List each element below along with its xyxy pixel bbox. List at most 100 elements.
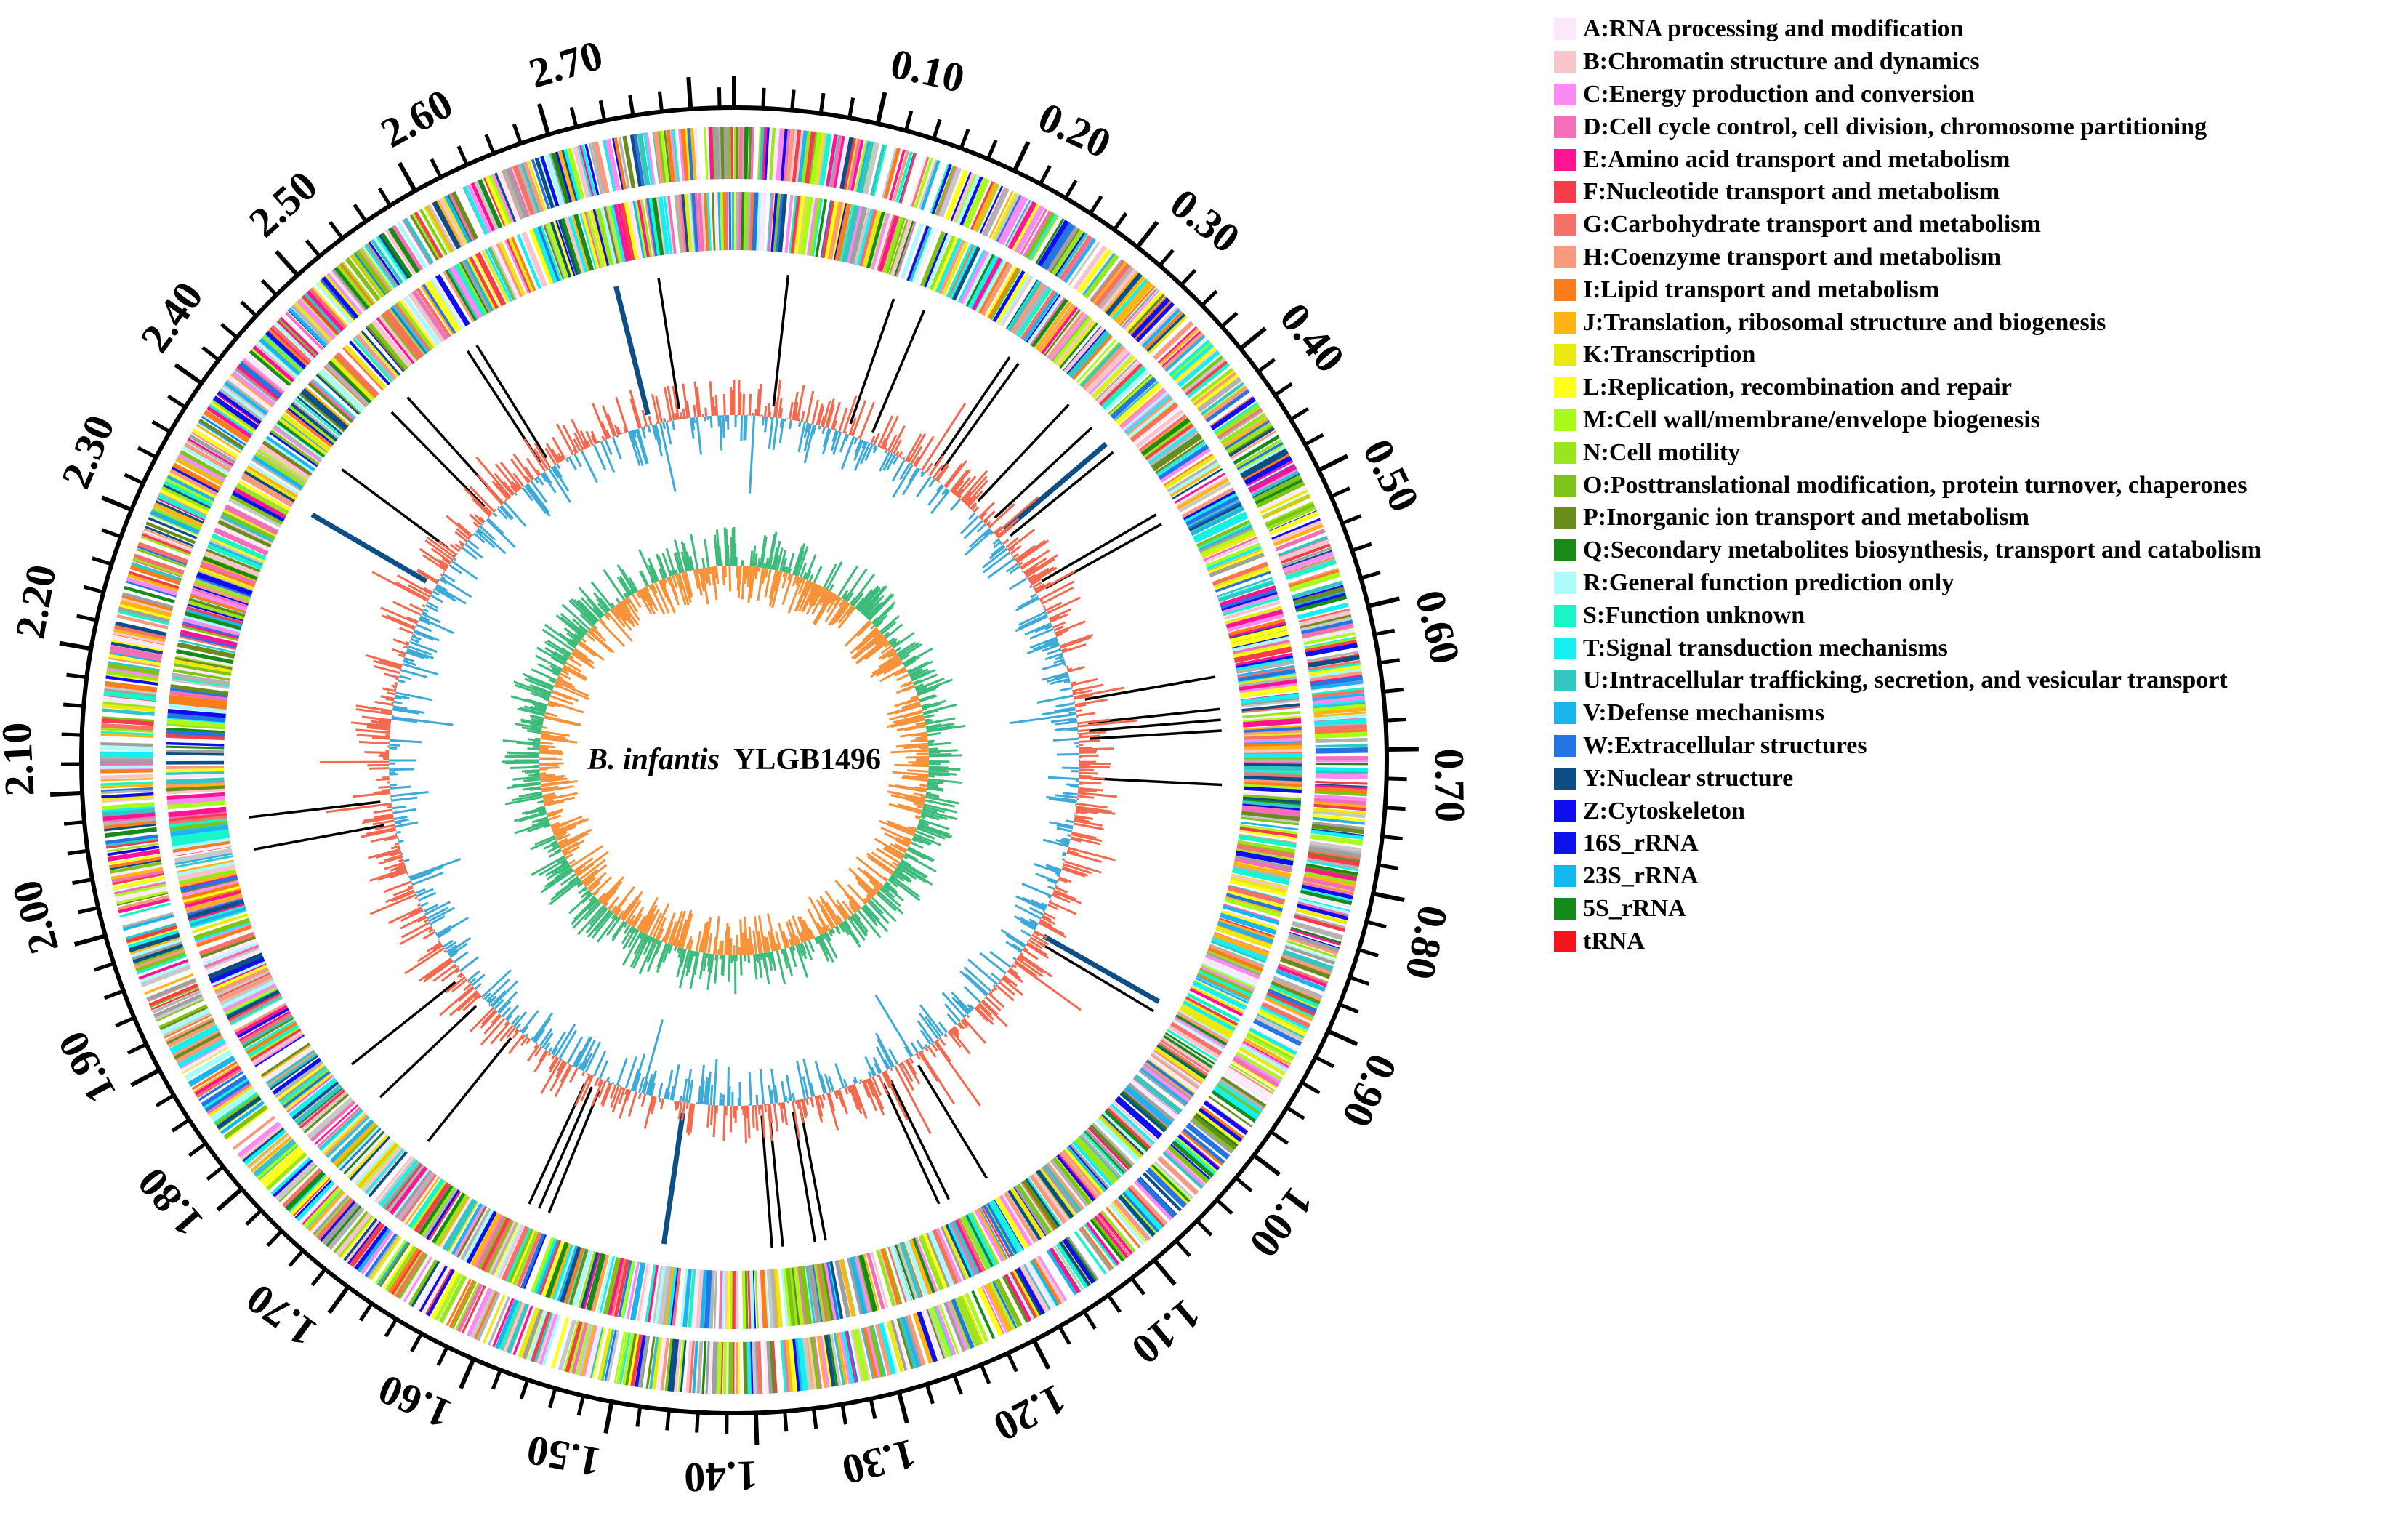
gc-content-bar bbox=[830, 430, 839, 451]
cds-gene bbox=[505, 167, 529, 218]
coordinate-tick bbox=[1252, 1153, 1281, 1177]
gc-content-bar bbox=[467, 981, 470, 984]
gc-content-bar bbox=[417, 916, 427, 923]
cds-gene bbox=[1311, 683, 1364, 692]
cds-gene bbox=[1078, 1133, 1122, 1180]
cds-gene bbox=[225, 504, 279, 533]
gc-content-bar bbox=[428, 907, 456, 923]
rna-feature bbox=[1039, 941, 1154, 1013]
gc-skew-bar bbox=[573, 647, 587, 659]
cds-gene bbox=[808, 1336, 821, 1389]
gc-skew-bar bbox=[539, 774, 556, 777]
cds-gene bbox=[537, 225, 562, 282]
cds-gene bbox=[248, 462, 300, 496]
gc-skew-bar bbox=[658, 568, 665, 579]
gc-skew-bar bbox=[560, 873, 577, 886]
cds-gene bbox=[183, 886, 241, 905]
cds-gene bbox=[121, 596, 173, 614]
coordinate-tick bbox=[1082, 1310, 1097, 1330]
gc-content-bar bbox=[1058, 876, 1072, 883]
cds-gene bbox=[1305, 643, 1358, 657]
cds-gene bbox=[173, 664, 232, 679]
gc-skew-bar bbox=[549, 664, 562, 672]
cds-gene bbox=[839, 1258, 856, 1317]
gc-content-bar bbox=[1030, 593, 1037, 598]
coordinate-tick bbox=[491, 1369, 502, 1390]
cds-gene bbox=[1314, 724, 1367, 732]
gc-content-bar bbox=[805, 390, 815, 423]
gc-skew-bar bbox=[640, 571, 650, 587]
gc-skew-bar bbox=[834, 925, 842, 935]
cds-gene bbox=[1259, 1008, 1308, 1033]
cds-gene bbox=[962, 177, 988, 228]
gc-content-bar bbox=[706, 1104, 711, 1128]
gc-skew-bar bbox=[850, 573, 876, 606]
gc-skew-bar bbox=[853, 912, 861, 920]
coordinate-tick bbox=[603, 1401, 614, 1434]
cds-gene bbox=[854, 140, 868, 192]
gc-skew-bar bbox=[548, 849, 562, 858]
cds-gene bbox=[401, 1256, 432, 1303]
cds-gene bbox=[1235, 438, 1282, 468]
gc-content-bar bbox=[983, 529, 992, 537]
cds-gene bbox=[215, 968, 270, 997]
cds-gene bbox=[169, 467, 219, 497]
gc-content-bar bbox=[1031, 578, 1042, 586]
gc-skew-bar bbox=[866, 894, 871, 901]
cds-gene bbox=[1227, 886, 1286, 905]
coordinate-tick-label: 1.40 bbox=[683, 1452, 759, 1501]
gc-skew-bar bbox=[539, 858, 567, 876]
cds-gene bbox=[1034, 301, 1072, 350]
cds-gene bbox=[157, 493, 207, 520]
cds-gene bbox=[748, 127, 752, 180]
gc-content-bar bbox=[1039, 598, 1044, 602]
cds-gene bbox=[516, 233, 542, 289]
cds-gene bbox=[1150, 1164, 1191, 1204]
cds-gene bbox=[172, 462, 221, 491]
cds-gene bbox=[1044, 1164, 1082, 1213]
cds-gene bbox=[1265, 995, 1315, 1019]
cds-gene bbox=[839, 204, 854, 262]
cds-gene bbox=[1093, 1215, 1129, 1259]
cds-gene bbox=[1061, 1149, 1102, 1197]
cds-gene bbox=[206, 406, 252, 438]
cds-gene bbox=[474, 180, 500, 230]
gc-skew-bar bbox=[561, 860, 568, 866]
gc-content-bar bbox=[979, 511, 988, 520]
cds-gene bbox=[1305, 639, 1358, 654]
gc-skew-bar bbox=[754, 566, 759, 579]
gc-skew-bar bbox=[541, 870, 574, 893]
gc-skew-bar bbox=[769, 951, 774, 965]
gc-skew-bar bbox=[757, 567, 761, 572]
gc-skew-bar bbox=[917, 824, 953, 838]
gc-skew-bar bbox=[793, 543, 806, 576]
gc-skew-bar bbox=[892, 861, 899, 867]
cds-gene bbox=[605, 138, 621, 191]
gc-skew-bar bbox=[792, 575, 798, 587]
cds-gene bbox=[545, 1241, 569, 1298]
gc-skew-bar bbox=[555, 835, 564, 840]
gc-content-bar bbox=[847, 1085, 852, 1093]
gc-skew-bar bbox=[536, 646, 566, 665]
cds-gene bbox=[201, 1076, 249, 1109]
cds-gene bbox=[451, 1202, 483, 1256]
gc-skew-bar bbox=[521, 726, 542, 732]
cds-gene bbox=[441, 1197, 475, 1250]
gc-content-bar bbox=[463, 487, 492, 516]
gc-content-bar bbox=[540, 473, 548, 483]
cds-gene bbox=[1308, 846, 1361, 859]
cds-gene bbox=[1228, 618, 1286, 638]
gc-skew-bar bbox=[900, 860, 928, 878]
gc-skew-bar bbox=[925, 799, 955, 808]
cds-gene bbox=[374, 1240, 407, 1285]
cds-gene bbox=[573, 214, 595, 271]
cds-gene bbox=[1190, 1119, 1233, 1154]
gc-content-bar bbox=[987, 523, 991, 528]
cds-gene bbox=[168, 703, 227, 714]
cds-gene bbox=[1123, 289, 1160, 330]
gc-skew-bar bbox=[895, 646, 902, 653]
gc-content-bar bbox=[884, 447, 887, 451]
cds-gene bbox=[494, 172, 518, 222]
cds-gene bbox=[696, 1341, 704, 1394]
gc-skew-bar bbox=[919, 694, 938, 703]
